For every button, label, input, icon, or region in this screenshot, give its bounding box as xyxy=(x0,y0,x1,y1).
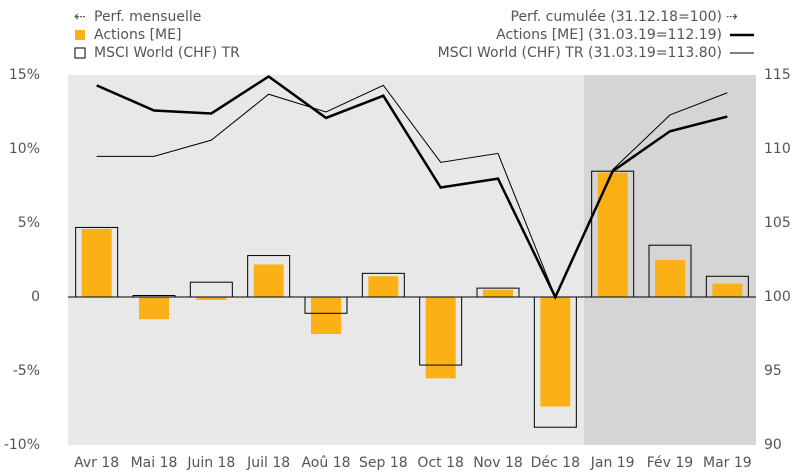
bar xyxy=(483,289,513,297)
bar xyxy=(361,272,405,298)
y2-tick-label: 95 xyxy=(764,363,782,379)
bar xyxy=(476,287,520,298)
x-tick-label: Jan 19 xyxy=(590,455,635,471)
y-tick-label: 5% xyxy=(18,215,40,231)
bar xyxy=(655,260,685,297)
y-tick-label: -10% xyxy=(4,437,40,453)
legend-title-right: Perf. cumulée (31.12.18=100) xyxy=(511,9,723,25)
legend-swatch xyxy=(75,30,85,40)
bar xyxy=(304,296,348,314)
y2-tick-label: 105 xyxy=(764,215,791,231)
left-arrow: ⇠ xyxy=(74,9,86,25)
right-arrow: ⇢ xyxy=(726,9,738,25)
bar xyxy=(705,275,749,298)
bar xyxy=(648,244,692,298)
x-tick-label: Avr 18 xyxy=(74,455,119,471)
bar xyxy=(253,264,284,297)
x-tick-label: Mai 18 xyxy=(131,455,178,471)
y-tick-label: 0 xyxy=(31,289,40,305)
bar xyxy=(419,296,463,366)
bar xyxy=(368,276,399,297)
x-tick-label: Nov 18 xyxy=(473,455,523,471)
legend-label: MSCI World (CHF) TR xyxy=(94,45,240,61)
legend-swatch xyxy=(74,47,86,59)
bar xyxy=(75,226,119,298)
x-tick-label: Aoû 18 xyxy=(301,455,350,471)
y2-tick-label: 110 xyxy=(764,141,791,157)
legend-label: MSCI World (CHF) TR (31.03.19=113.80) xyxy=(438,45,722,61)
bar xyxy=(311,297,341,334)
y-tick-label: 15% xyxy=(9,67,40,83)
line xyxy=(96,74,728,300)
bar xyxy=(540,297,571,407)
bar xyxy=(189,281,233,298)
x-tick-label: Mar 19 xyxy=(703,455,752,471)
bar xyxy=(196,297,227,300)
bar xyxy=(425,297,456,379)
x-tick-label: Oct 18 xyxy=(417,455,463,471)
bar xyxy=(139,297,169,320)
bar xyxy=(247,255,291,298)
x-tick-label: Fév 19 xyxy=(647,455,693,471)
legend-title-left: Perf. mensuelle xyxy=(94,9,201,25)
y2-tick-label: 115 xyxy=(764,67,791,83)
bar xyxy=(81,228,112,297)
y-tick-label: -5% xyxy=(13,363,40,379)
x-tick-label: Juil 18 xyxy=(246,455,290,471)
legend-label: Actions [ME] (31.03.19=112.19) xyxy=(496,27,722,43)
line xyxy=(96,84,728,299)
x-tick-label: Déc 18 xyxy=(531,455,580,471)
x-tick-label: Juin 18 xyxy=(186,455,235,471)
y2-tick-label: 100 xyxy=(764,289,791,305)
y2-tick-label: 90 xyxy=(764,437,782,453)
x-tick-label: Sep 18 xyxy=(359,455,408,471)
y-tick-label: 10% xyxy=(9,141,40,157)
bar xyxy=(132,295,176,298)
bar xyxy=(712,283,743,297)
legend-label: Actions [ME] xyxy=(94,27,181,43)
